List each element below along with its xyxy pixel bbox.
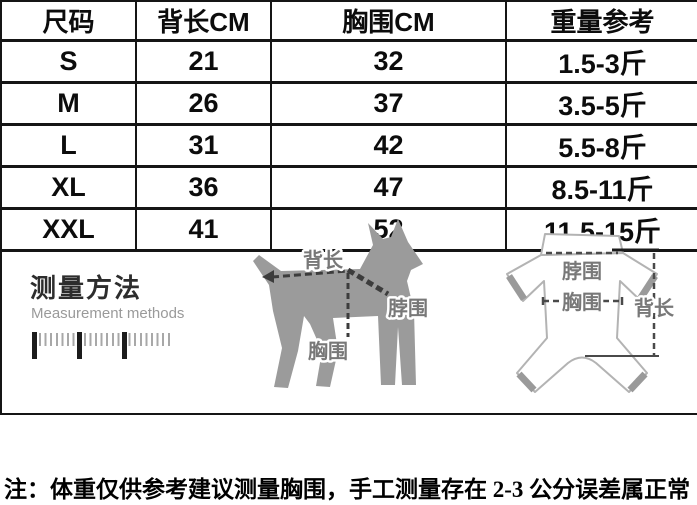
cell-size: S: [0, 39, 137, 84]
ruler-icon: [32, 332, 174, 359]
col-header-back-length: 背长CM: [135, 0, 272, 42]
cell-back: 21: [135, 39, 272, 84]
cell-chest: 37: [270, 81, 507, 126]
garment-collar-outline: [540, 233, 624, 256]
measurement-title: 测量方法: [30, 273, 143, 303]
ruler-big-tick: [77, 332, 82, 359]
cell-back: 36: [135, 165, 272, 210]
cell-back: 41: [135, 207, 272, 252]
table-row: M 26 37 3.5-5斤: [0, 81, 697, 126]
cell-back: 26: [135, 81, 272, 126]
dog-neck-label: 脖围: [388, 297, 428, 320]
table-header-row: 尺码 背长CM 胸围CM 重量参考: [0, 0, 697, 42]
back-length-dashed-line: [271, 269, 349, 279]
leg-cuff-band: [627, 371, 648, 393]
cell-chest: 32: [270, 39, 507, 84]
leg-cuff-band: [516, 371, 537, 393]
arrow-left-icon: [262, 270, 274, 283]
dog-silhouette: [253, 219, 423, 388]
cell-chest: 42: [270, 123, 507, 168]
ruler-big-tick: [122, 332, 127, 359]
table-row: S 21 32 1.5-3斤: [0, 39, 697, 84]
col-header-size: 尺码: [0, 0, 137, 42]
dog-chest-label: 胸围: [308, 339, 348, 363]
table-row: XL 36 47 8.5-11斤: [0, 165, 697, 210]
cell-weight: 3.5-5斤: [505, 81, 697, 126]
cell-weight: 1.5-3斤: [505, 39, 697, 84]
ruler-small-ticks: [39, 333, 172, 346]
cell-size: M: [0, 81, 137, 126]
neck-band-dashed-line: [346, 267, 390, 297]
garment-neck-label: 脖围: [562, 260, 602, 283]
table-row: XXL 41 52 11.5-15斤: [0, 207, 697, 252]
cell-chest: 47: [270, 165, 507, 210]
dog-measurement-diagram: 背长 脖围 胸围: [253, 219, 431, 388]
cell-size: XXL: [0, 207, 137, 252]
cell-size: L: [0, 123, 137, 168]
sleeve-cuff-band: [637, 274, 658, 301]
measurement-subtitle: Measurement methods: [31, 305, 185, 322]
table-row: L 31 42 5.5-8斤: [0, 123, 697, 168]
cell-weight: 8.5-11斤: [505, 165, 697, 210]
measurement-methods-panel: [0, 208, 697, 415]
garment-back-length-label: 背长: [634, 296, 675, 320]
size-chart-table: 尺码 背长CM 胸围CM 重量参考 S 21 32 1.5-3斤 M 26 37…: [0, 0, 697, 252]
dog-back-length-label: 背长: [303, 248, 344, 272]
col-header-chest: 胸围CM: [270, 0, 507, 42]
cell-size: XL: [0, 165, 137, 210]
sleeve-cuff-band: [506, 274, 527, 301]
garment-chest-label: 胸围: [562, 290, 602, 314]
col-header-weight: 重量参考: [505, 0, 697, 42]
cell-back: 31: [135, 123, 272, 168]
cell-weight: 5.5-8斤: [505, 123, 697, 168]
garment-body-outline: [506, 252, 658, 393]
garment-measurement-diagram: 脖围 胸围 背长: [506, 233, 678, 393]
footnote: 注：体重仅供参考建议测量胸围，手工测量存在 2-3 公分误差属正常: [4, 477, 691, 502]
ruler-big-tick: [32, 332, 37, 359]
